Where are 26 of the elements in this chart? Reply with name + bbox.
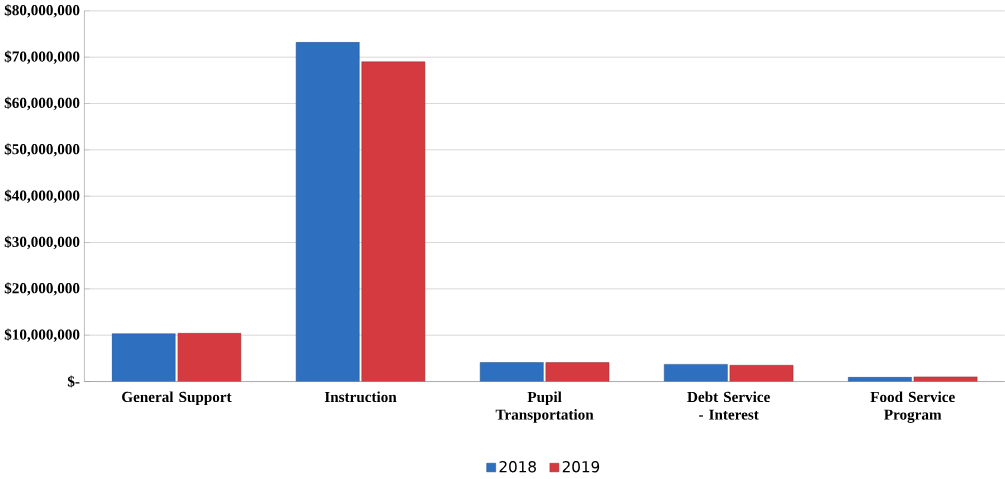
bar <box>913 376 978 382</box>
x-tick-label: Pupil Transportation <box>495 391 594 423</box>
y-tick-label: $80,000,000 <box>4 4 80 18</box>
y-tick-label: $40,000,000 <box>4 189 80 203</box>
y-tick-label: $30,000,000 <box>4 235 80 250</box>
x-tick-label: Debt Service - Interest <box>687 391 770 420</box>
y-tick-label: $20,000,000 <box>4 282 80 296</box>
y-tick-label: $- <box>67 375 80 388</box>
y-tick-label: $10,000,000 <box>4 328 80 342</box>
bar <box>361 61 426 382</box>
bar <box>177 333 242 382</box>
bar <box>545 362 610 382</box>
x-tick-label: General Support <box>122 391 232 406</box>
legend-label: 2019 <box>562 460 600 473</box>
bar <box>664 364 728 382</box>
x-tick-label: Food Service Program <box>870 391 955 423</box>
y-tick-label: $70,000,000 <box>4 50 80 64</box>
y-tick-label: $60,000,000 <box>4 96 80 111</box>
legend-label: 2018 <box>499 460 536 473</box>
bar <box>111 333 176 382</box>
x-tick-label: Instruction <box>324 391 397 402</box>
y-tick-label: $50,000,000 <box>4 143 80 157</box>
bar <box>729 364 794 382</box>
bar <box>848 377 912 382</box>
bar <box>295 42 360 382</box>
bar <box>479 362 544 382</box>
